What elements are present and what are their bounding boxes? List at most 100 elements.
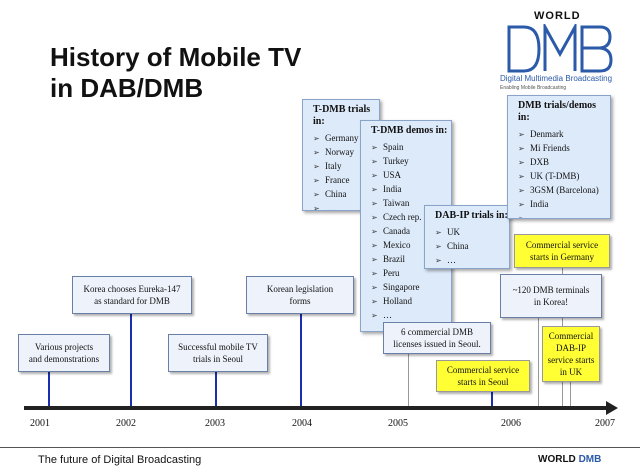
list-item: ➢ Mexico [371, 238, 451, 252]
arrow-right-icon: ➢ [313, 176, 320, 185]
list-item: ➢ India [371, 182, 451, 196]
arrow-right-icon: ➢ [518, 200, 525, 209]
arrow-right-icon: ➢ [371, 199, 378, 208]
arrow-right-icon: ➢ [371, 269, 378, 278]
arrow-right-icon: ➢ [371, 143, 378, 152]
event-box: 6 commercial DMB licenses issued in Seou… [383, 322, 491, 354]
arrow-right-icon: ➢ [371, 157, 378, 166]
logo-world-text: WORLD [534, 10, 581, 22]
footer-logo-dmb: DMB [578, 454, 602, 465]
event-box-highlight: Commercial service starts in Seoul [436, 360, 530, 392]
list-item: ➢ Spain [371, 140, 451, 154]
timeline-axis [24, 406, 610, 410]
list-item: ➢ Czech rep. [371, 210, 451, 224]
event-box: Successful mobile TV trials in Seoul [168, 334, 268, 372]
year-label: 2004 [292, 418, 312, 429]
arrow-right-icon: ➢ [518, 186, 525, 195]
list-item: ➢ Taiwan [371, 196, 451, 210]
list-item: ➢ Singapore [371, 280, 451, 294]
list-item: ➢… [371, 308, 451, 322]
page-title: History of Mobile TV in DAB/DMB [50, 42, 302, 103]
event-box-highlight: Commercial service starts in Germany [514, 234, 610, 268]
year-label: 2001 [30, 418, 50, 429]
footer-text: The future of Digital Broadcasting [38, 454, 202, 466]
list-item: ➢ Denmark [518, 127, 610, 141]
year-label: 2007 [595, 418, 615, 429]
event-box-highlight: Commercial DAB-IP service starts in UK [542, 326, 600, 382]
list-item: ➢ Holland [371, 294, 451, 308]
arrow-right-icon: ➢ [435, 256, 442, 265]
arrow-right-icon: ➢ [518, 214, 525, 219]
connector-line [300, 314, 302, 406]
list-item: ➢ Italy [313, 159, 379, 173]
connector-line [408, 354, 409, 406]
year-label: 2005 [388, 418, 408, 429]
arrow-right-icon: ➢ [371, 171, 378, 180]
arrow-right-icon: ➢ [371, 241, 378, 250]
logo-subtitle: Digital Multimedia Broadcasting [500, 74, 613, 83]
arrow-right-icon: ➢ [518, 158, 525, 167]
connector-line [48, 372, 50, 406]
list-item: ➢… [518, 211, 610, 219]
footer-logo-world: WORLD [538, 454, 576, 465]
list-item: ➢ USA [371, 168, 451, 182]
arrow-right-icon: ➢ [313, 162, 320, 171]
connector-line [215, 372, 217, 406]
arrow-right-icon: ➢ [371, 213, 378, 222]
list-item: ➢ Germany [313, 131, 379, 145]
arrow-right-icon: ➢ [518, 172, 525, 181]
arrow-right-icon: ➢ [313, 148, 320, 157]
connector-line [130, 314, 132, 406]
list-item: ➢ DXB [518, 155, 610, 169]
year-label: 2002 [116, 418, 136, 429]
arrow-right-icon: ➢ [435, 242, 442, 251]
panel-dabip-trials: DAB-IP trials in: ➢ UK ➢ China ➢… [424, 205, 510, 269]
list-item: ➢ UK (T-DMB) [518, 169, 610, 183]
panel-title: DMB trials/demos in: [518, 100, 597, 123]
connector-line [491, 392, 493, 406]
panel-title: T-DMB demos in: [371, 125, 448, 136]
list-item: ➢ 3GSM (Barcelona) [518, 183, 610, 197]
arrow-right-icon: ➢ [435, 228, 442, 237]
list-item: ➢ Canada [371, 224, 451, 238]
arrow-right-icon: ➢ [313, 134, 320, 143]
worlddmb-logo-icon [507, 24, 613, 73]
connector-line [570, 382, 571, 406]
footer-divider [0, 447, 640, 448]
arrow-right-icon: ➢ [371, 297, 378, 306]
panel-title: DAB-IP trials in: [435, 210, 508, 221]
list-item: ➢ Norway [313, 145, 379, 159]
list-item: ➢ UK [435, 225, 509, 239]
list-item: ➢ France [313, 173, 379, 187]
arrow-right-icon: ➢ [313, 190, 320, 199]
list-item: ➢… [313, 201, 379, 211]
event-box: Korea chooses Eureka-147 as standard for… [72, 276, 192, 314]
list-item: ➢ Peru [371, 266, 451, 280]
panel-title: T-DMB trials in: [313, 104, 371, 127]
arrow-right-icon [606, 401, 618, 415]
list-item: ➢… [435, 253, 509, 267]
list-item: ➢ Brazil [371, 252, 451, 266]
arrow-right-icon: ➢ [313, 204, 320, 211]
list-item: ➢ Turkey [371, 154, 451, 168]
arrow-right-icon: ➢ [371, 311, 378, 320]
footer-logo: WORLD DMB [538, 454, 601, 465]
year-label: 2006 [501, 418, 521, 429]
arrow-right-icon: ➢ [371, 255, 378, 264]
arrow-right-icon: ➢ [371, 283, 378, 292]
panel-dmb-trials-demos: DMB trials/demos in: ➢ Denmark ➢ Mi Friend… [507, 95, 611, 219]
list-item: ➢ Mi Friends [518, 141, 610, 155]
event-box: Korean legislation forms [246, 276, 354, 314]
list-item: ➢ China [313, 187, 379, 201]
event-box: ~120 DMB terminals in Korea! [500, 274, 602, 318]
arrow-right-icon: ➢ [518, 130, 525, 139]
list-item: ➢ China [435, 239, 509, 253]
list-item: ➢ India [518, 197, 610, 211]
logo-tagline: Enabling Mobile Broadcasting [500, 85, 567, 91]
arrow-right-icon: ➢ [371, 185, 378, 194]
year-label: 2003 [205, 418, 225, 429]
arrow-right-icon: ➢ [518, 144, 525, 153]
connector-line [538, 318, 539, 406]
event-box: Various projects and demonstrations [18, 334, 110, 372]
arrow-right-icon: ➢ [371, 227, 378, 236]
